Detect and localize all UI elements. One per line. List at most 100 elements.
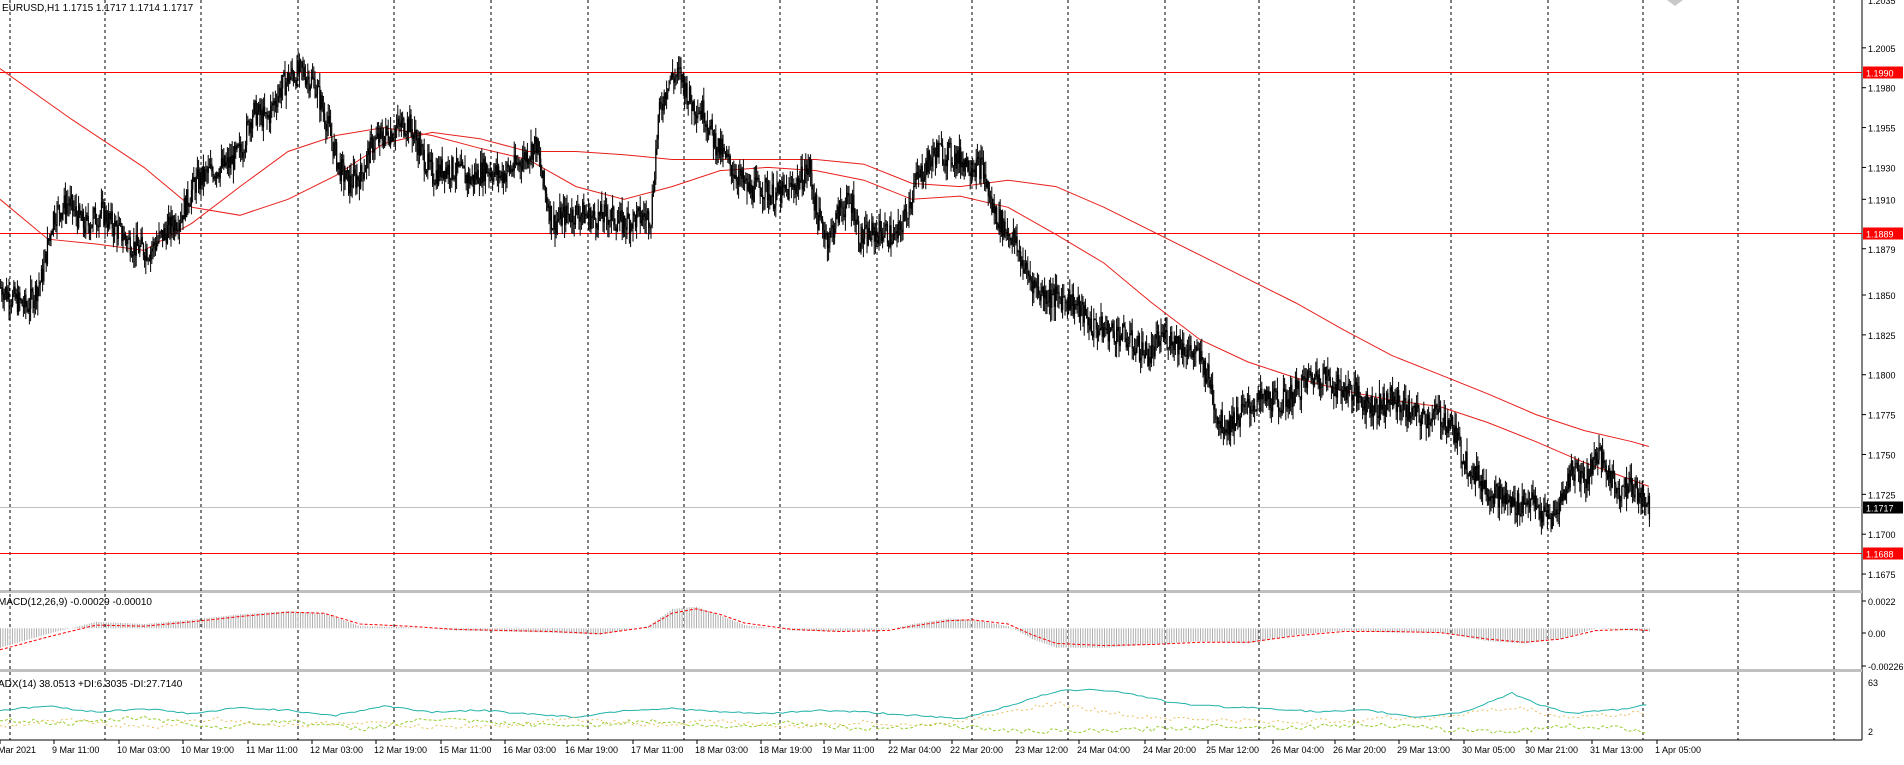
candle-body — [826, 233, 829, 249]
candle-body — [1645, 504, 1647, 507]
candle-body — [566, 205, 568, 214]
candle-body — [1372, 414, 1375, 417]
candle-body — [730, 165, 733, 176]
candle-body — [1224, 429, 1226, 435]
candle-body — [1386, 393, 1388, 411]
candle-body — [805, 164, 807, 174]
candle-body — [405, 133, 407, 136]
adx-series-2 — [0, 701, 1647, 730]
candle-body — [717, 138, 719, 153]
candle-body — [628, 218, 631, 234]
scroll-marker-icon[interactable] — [1667, 0, 1683, 6]
candle-body — [726, 153, 728, 157]
candle-body — [636, 211, 638, 227]
candle-body — [945, 159, 947, 167]
candle-body — [973, 169, 975, 173]
candle-body — [1054, 286, 1057, 307]
candle-body — [274, 100, 277, 105]
candle-body — [1605, 465, 1607, 475]
candle-body — [249, 122, 251, 134]
candle-body — [1236, 407, 1238, 425]
candle-body — [1107, 320, 1109, 342]
candle-body — [1507, 500, 1509, 504]
candle-body — [1350, 384, 1352, 386]
candle-body — [1532, 492, 1534, 504]
candle-body — [403, 118, 405, 136]
candle-body — [375, 137, 377, 139]
candle-body — [787, 189, 789, 200]
candle-body — [516, 162, 518, 164]
candle-body — [553, 215, 555, 230]
candle-body — [1501, 488, 1503, 504]
candle-body — [1438, 407, 1441, 409]
candle-body — [728, 155, 730, 157]
candle-body — [1510, 496, 1513, 507]
candle-body — [319, 86, 321, 110]
candle-body — [1579, 471, 1581, 484]
candle-body — [657, 115, 659, 140]
candle-body — [1089, 318, 1091, 330]
candle-body — [302, 67, 304, 69]
candle-body — [1365, 393, 1367, 415]
candle-body — [489, 172, 491, 176]
candle-body — [277, 96, 279, 107]
candle-body — [1606, 474, 1609, 479]
candle-body — [343, 163, 345, 182]
candle-body — [0, 287, 2, 288]
candle-body — [1622, 485, 1624, 487]
candle-body — [417, 138, 419, 156]
candle-body — [992, 203, 994, 213]
candle-body — [1453, 427, 1455, 443]
candle-body — [1518, 493, 1520, 515]
candle-body — [997, 224, 999, 229]
candle-body — [42, 268, 44, 282]
candle-body — [991, 197, 993, 213]
candle-body — [1525, 502, 1527, 505]
candle-body — [612, 206, 614, 211]
candle-body — [895, 231, 897, 234]
candle-body — [1310, 373, 1312, 376]
candle-body — [49, 234, 51, 241]
candle-body — [1161, 332, 1163, 334]
candle-body — [532, 144, 535, 160]
candle-body — [97, 225, 99, 228]
candle-body — [1644, 497, 1646, 507]
candle-body — [404, 135, 406, 137]
candle-body — [386, 126, 388, 132]
candle-body — [1515, 513, 1517, 515]
candle-body — [621, 210, 623, 233]
candle-body — [74, 206, 76, 210]
candle-body — [1560, 493, 1562, 503]
candle-body — [936, 142, 938, 165]
candle-body — [3, 292, 5, 301]
candle-body — [483, 158, 485, 182]
candle-body — [304, 76, 307, 85]
candle-body — [954, 153, 956, 166]
candle-body — [1221, 410, 1223, 433]
candle-body — [1552, 513, 1555, 515]
candle-body — [768, 193, 770, 200]
time-label-10: 17 Mar 11:00 — [631, 745, 683, 755]
candle-body — [320, 95, 322, 110]
candle-body — [61, 212, 63, 220]
candle-body — [1203, 360, 1205, 376]
candle-body — [861, 227, 863, 244]
candle-body — [1146, 343, 1148, 349]
candle-body — [885, 223, 887, 227]
candle-body — [544, 187, 547, 194]
candle-body — [1558, 502, 1561, 515]
candle-body — [355, 173, 357, 188]
candle-body — [62, 208, 64, 213]
candle-body — [1353, 384, 1355, 396]
candle-body — [268, 115, 271, 124]
candle-body — [822, 219, 824, 231]
candle-body — [1141, 342, 1143, 358]
candle-body — [994, 207, 997, 214]
candle-body — [202, 166, 205, 182]
level-tag-2 — [1863, 547, 1903, 560]
price-tick-label-8: 1.1800 — [1868, 371, 1896, 381]
candle-body — [156, 243, 158, 250]
candle-body — [802, 186, 805, 190]
candle-body — [1594, 452, 1597, 457]
